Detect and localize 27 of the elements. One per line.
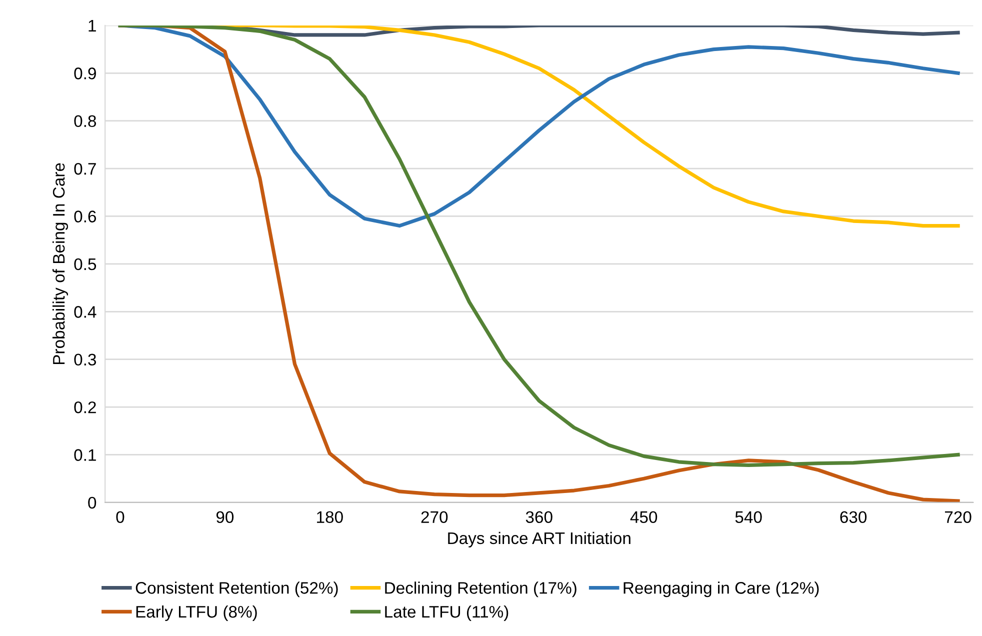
x-tick-label: 540: [735, 511, 762, 524]
y-tick-label: 0.3: [74, 354, 96, 366]
y-tick-label: 0: [88, 496, 96, 509]
y-tick-label: 0.5: [74, 258, 96, 270]
x-tick-label: 720: [944, 511, 972, 524]
y-tick-label: 0.2: [74, 401, 96, 414]
x-tick-label: 90: [216, 511, 234, 524]
y-tick-label: 0.4: [74, 306, 96, 318]
y-tick-label: 1: [88, 20, 96, 32]
x-tick-label: 180: [317, 511, 343, 524]
legend-label: Declining Retention (17%): [385, 582, 576, 598]
y-tick-label: 0.9: [74, 68, 96, 80]
legend-label: Early LTFU (8%): [136, 605, 257, 621]
legend-label: Reengaging in Care (12%): [624, 582, 819, 598]
x-tick-label: 270: [421, 511, 448, 524]
legend-label: Consistent Retention (52%): [136, 582, 338, 598]
y-tick-label: 0.7: [74, 162, 96, 175]
x-tick-label: 450: [630, 511, 658, 524]
x-axis-title: Days since ART Initiation: [448, 532, 630, 548]
legend-label: Late LTFU (11%): [385, 605, 508, 621]
y-tick-label: 0.1: [74, 449, 96, 461]
x-tick-label: 630: [840, 511, 867, 524]
y-tick-label: 0.8: [74, 115, 96, 128]
x-tick-label: 360: [526, 511, 552, 524]
y-tick-label: 0.6: [74, 210, 96, 222]
y-axis-title: Probability of Being In Care: [52, 163, 68, 364]
x-tick-label: 0: [116, 511, 124, 524]
